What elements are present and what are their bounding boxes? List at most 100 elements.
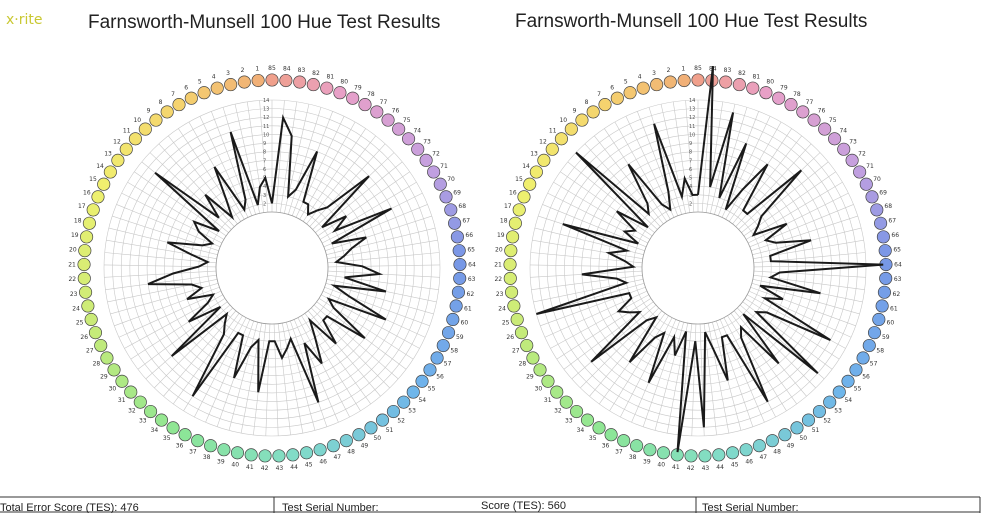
cap-number-label: 47	[759, 454, 767, 461]
cap-number-label: 16	[509, 189, 517, 196]
grid-spoke	[666, 322, 689, 434]
grid-spoke	[530, 264, 643, 268]
hue-cap	[801, 413, 816, 427]
grid-spoke	[281, 322, 304, 434]
cap-number-label: 26	[506, 334, 514, 341]
hue-cap	[684, 449, 698, 463]
hue-cap	[564, 122, 578, 136]
grid-ring	[129, 125, 415, 411]
grid-spoke	[288, 107, 322, 215]
cap-number-label: 24	[498, 305, 506, 312]
cap-number-label: 42	[687, 465, 695, 472]
cap-number-label: 70	[873, 176, 881, 183]
grid-spoke	[654, 322, 684, 431]
cap-number-label: 74	[839, 128, 847, 135]
grid-spoke	[701, 100, 711, 213]
hue-cap	[446, 312, 460, 326]
cap-number-label: 15	[515, 176, 523, 183]
grid-spoke	[183, 315, 243, 411]
cap-number-label: 14	[522, 163, 530, 170]
grid-ring	[103, 99, 441, 437]
hue-cap	[86, 203, 100, 217]
cap-number-label: 64	[894, 261, 902, 268]
hue-cap	[448, 216, 462, 230]
grid-spoke	[327, 264, 440, 268]
hue-cap	[643, 443, 657, 457]
grid-spoke	[747, 192, 849, 244]
cap-number-label: 22	[68, 276, 76, 283]
cap-number-label: 19	[497, 232, 505, 239]
cap-number-label: 25	[76, 320, 84, 327]
grid-spoke	[324, 286, 430, 327]
hue-cap	[100, 351, 114, 365]
hue-cap	[507, 299, 521, 313]
cap-number-label: 26	[80, 334, 88, 341]
grid-spoke	[290, 320, 328, 427]
radial-tick-label: 14	[263, 98, 269, 104]
cap-number-label: 41	[672, 464, 680, 471]
cap-number-label: 77	[806, 99, 814, 106]
cap-number-label: 43	[276, 465, 284, 472]
grid-spoke	[567, 161, 655, 233]
grid-spoke	[325, 283, 434, 315]
cap-number-label: 11	[549, 128, 557, 135]
cap-number-label: 11	[123, 128, 131, 135]
hue-cap	[258, 449, 272, 463]
cap-number-label: 2	[667, 67, 671, 74]
hue-cap	[520, 338, 534, 353]
grid-spoke	[594, 135, 664, 225]
hue-cap	[765, 434, 779, 448]
radial-tick-label: 9	[263, 141, 266, 147]
grid-spoke	[291, 111, 333, 216]
cap-number-label: 4	[638, 74, 642, 81]
hue-cap	[299, 446, 314, 460]
grid-spoke	[327, 270, 440, 278]
hue-cap	[436, 338, 450, 353]
cap-number-label: 34	[151, 427, 159, 434]
hue-cap	[138, 122, 152, 136]
hue-cap	[841, 374, 855, 388]
hue-cap	[570, 404, 584, 419]
grid-spoke	[118, 290, 222, 338]
cap-number-label: 55	[428, 386, 436, 393]
cap-number-label: 60	[461, 320, 469, 327]
cap-number-label: 9	[573, 108, 577, 115]
hue-cap	[823, 395, 837, 409]
cap-number-label: 76	[392, 108, 400, 115]
cap-number-label: 46	[745, 458, 753, 465]
hue-cap	[406, 385, 420, 399]
hue-cap	[79, 285, 93, 299]
hue-cap	[244, 448, 258, 462]
cap-number-label: 40	[231, 462, 239, 469]
hue-cap	[867, 326, 882, 340]
cap-number-label: 57	[444, 361, 452, 368]
hue-cap	[84, 312, 98, 326]
cap-number-label: 69	[453, 189, 461, 196]
cap-number-label: 10	[559, 117, 567, 124]
cap-number-label: 35	[589, 435, 597, 442]
radial-tick-label: 6	[263, 167, 266, 173]
hue-cap	[77, 271, 91, 285]
cap-number-label: 1	[255, 66, 259, 73]
grid-spoke	[604, 128, 668, 222]
grid-spoke	[751, 283, 860, 315]
hue-cap	[115, 374, 129, 388]
cap-number-label: 47	[333, 454, 341, 461]
hue-cap	[875, 299, 889, 313]
grid-spoke	[672, 101, 691, 213]
cap-number-label: 56	[862, 373, 870, 380]
cap-number-label: 6	[184, 84, 188, 91]
cap-number-label: 75	[829, 117, 837, 124]
hue-cap	[712, 448, 726, 462]
hue-cap	[874, 216, 888, 230]
hue-cap	[508, 216, 522, 230]
hue-cap	[506, 230, 520, 244]
left-test-serial-label: Test Serial Number:	[282, 502, 379, 513]
left-total-error-score: Total Error Score (TES): 476	[0, 502, 139, 513]
hue-cap	[149, 113, 163, 127]
radial-tick-label: 4	[263, 184, 266, 190]
hue-cap	[78, 244, 92, 258]
hue-cap	[352, 428, 366, 442]
hue-cap	[725, 446, 740, 460]
cap-number-label: 2	[241, 67, 245, 74]
